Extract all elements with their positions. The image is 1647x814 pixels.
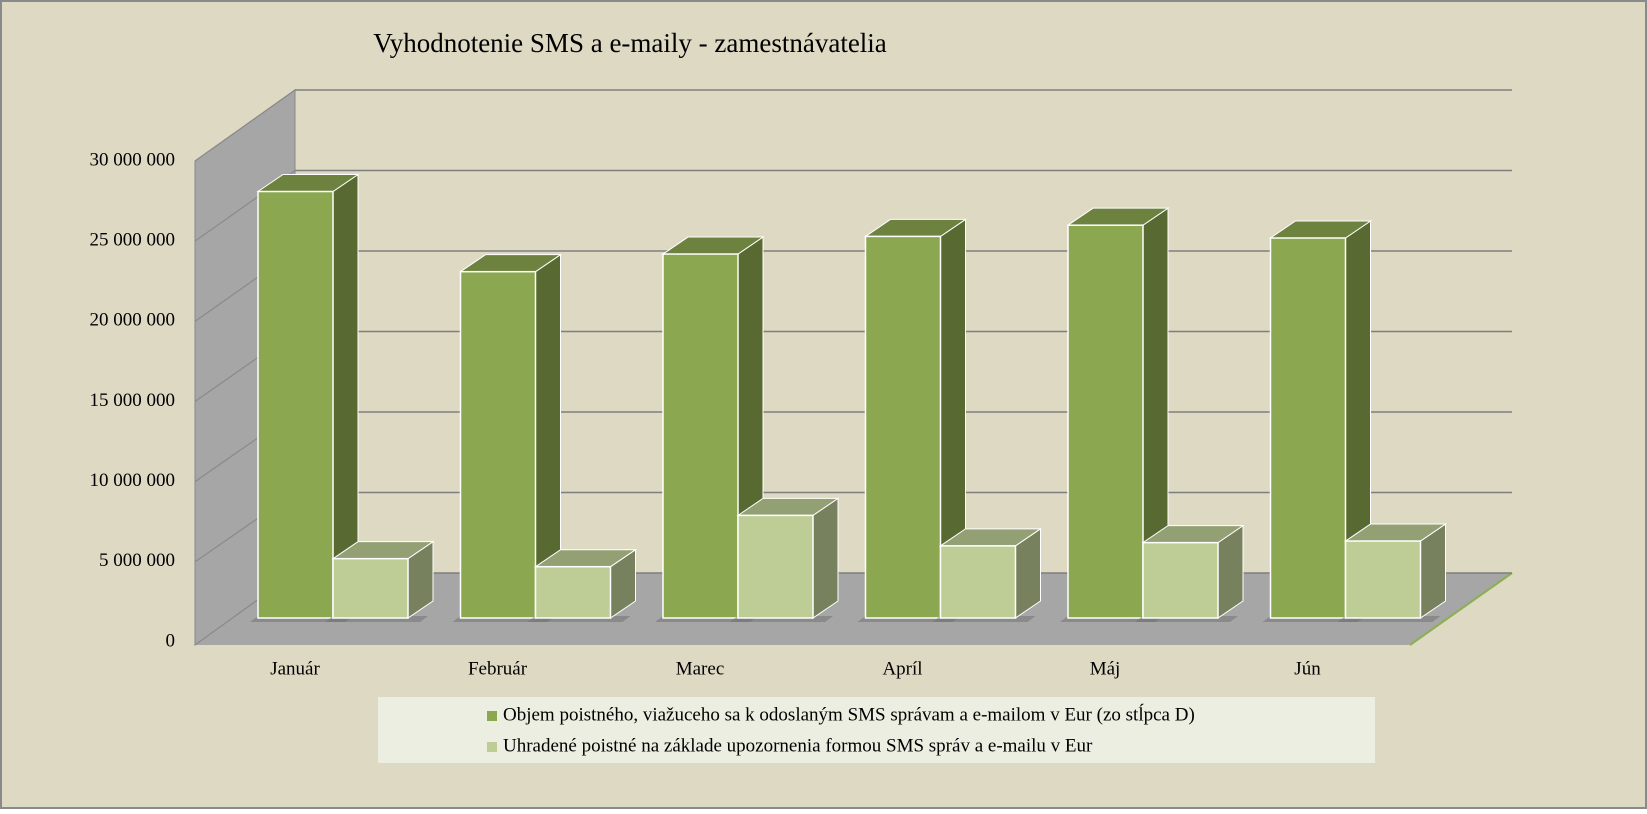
bar	[1269, 237, 1347, 619]
bar	[1142, 541, 1219, 619]
bar	[1067, 224, 1144, 619]
bar	[939, 545, 1017, 619]
bar	[534, 565, 612, 619]
y-tick-label: 20 000 000	[90, 310, 176, 331]
y-tick-label: 30 000 000	[90, 149, 176, 170]
bar-side	[812, 497, 839, 619]
grid-line	[194, 89, 296, 162]
bar	[662, 253, 739, 619]
y-tick-label: 0	[166, 630, 176, 651]
bar	[459, 270, 537, 619]
x-tick-label: Apríl	[882, 658, 922, 679]
bar	[257, 190, 334, 619]
y-tick-label: 25 000 000	[90, 230, 176, 251]
y-tick-label: 5 000 000	[99, 550, 175, 571]
x-tick-label: Marec	[676, 658, 725, 679]
x-tick-label: Február	[468, 658, 528, 679]
y-tick-label: 15 000 000	[90, 390, 176, 411]
legend-label: Uhradené poistné na základe upozornenia …	[503, 735, 1093, 756]
bar	[864, 235, 942, 619]
x-tick-label: Máj	[1090, 658, 1121, 679]
legend	[378, 697, 1375, 763]
x-tick-label: Jún	[1294, 658, 1321, 679]
y-tick-label: 10 000 000	[90, 470, 176, 491]
legend-marker	[487, 742, 497, 752]
bar	[737, 514, 814, 619]
bar	[1344, 540, 1422, 619]
x-tick-label: Január	[270, 658, 320, 679]
legend-marker	[487, 711, 497, 721]
bar	[332, 557, 409, 619]
chart-title: Vyhodnotenie SMS a e-maily - zamestnávat…	[373, 28, 887, 58]
floor-edge	[1409, 572, 1513, 646]
legend-label: Objem poistného, viažuceho sa k odoslaný…	[503, 703, 1195, 725]
